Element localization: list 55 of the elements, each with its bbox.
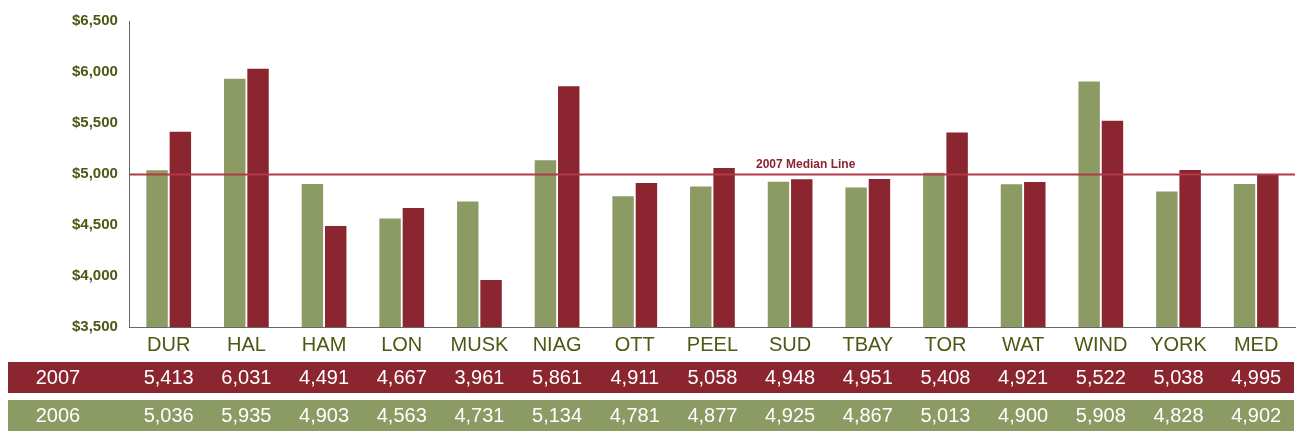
data-label: 5,908 <box>1075 403 1126 426</box>
data-label: 5,038 <box>1153 365 1204 388</box>
data-label: 5,522 <box>1075 365 1126 388</box>
x-tick-label: YORK <box>1150 332 1208 355</box>
data-label: 5,861 <box>532 365 583 388</box>
x-tick-label: PEEL <box>686 332 739 355</box>
text: 2006 <box>35 403 81 426</box>
x-tick-label: OTT <box>614 332 655 355</box>
data-label: 5,413 <box>143 365 194 388</box>
data-label: 4,867 <box>842 403 893 426</box>
data-label: 4,781 <box>609 403 660 426</box>
x-tick-label: SUD <box>769 332 812 355</box>
data-label: 5,408 <box>920 365 971 388</box>
data-label: 4,925 <box>765 403 816 426</box>
x-tick-label: HAL <box>226 332 266 355</box>
x-tick-label: MUSK <box>450 332 509 355</box>
data-label: 3,961 <box>454 365 505 388</box>
ref-line-label: 2007 Median Line <box>755 156 856 171</box>
y-tick-label: $6,000 <box>71 62 118 80</box>
x-tick-label: DUR <box>147 332 191 355</box>
x-tick-label: WIND <box>1074 332 1128 355</box>
data-label: 4,903 <box>299 403 350 426</box>
data-label: 5,013 <box>920 403 971 426</box>
data-label: 4,921 <box>998 365 1049 388</box>
y-tick-label: $5,000 <box>71 164 118 182</box>
x-tick-label: WAT <box>1002 332 1045 355</box>
x-tick-label: MED <box>1233 332 1279 355</box>
x-tick-label: LON <box>381 332 423 355</box>
data-label: 5,935 <box>221 403 272 426</box>
data-label: 4,900 <box>998 403 1049 426</box>
data-label: 6,031 <box>221 365 272 388</box>
y-tick-label: $4,000 <box>71 266 118 284</box>
data-label: 4,951 <box>842 365 893 388</box>
y-tick-label: $6,500 <box>71 11 118 29</box>
x-tick-label: TOR <box>924 332 967 355</box>
data-label: 4,563 <box>376 403 427 426</box>
data-label: 4,828 <box>1153 403 1204 426</box>
data-label: 4,731 <box>454 403 505 426</box>
y-tick-label: $5,500 <box>71 113 118 131</box>
data-label: 4,877 <box>687 403 738 426</box>
x-tick-label: TBAY <box>842 332 894 355</box>
data-label: 5,134 <box>532 403 583 426</box>
text: 2007 <box>35 365 81 388</box>
data-label: 4,667 <box>376 365 427 388</box>
data-label: 5,058 <box>687 365 738 388</box>
data-label: 4,491 <box>299 365 350 388</box>
x-tick-label: NIAG <box>532 332 582 355</box>
data-label: 4,995 <box>1231 365 1282 388</box>
data-label: 5,036 <box>143 403 194 426</box>
data-label: 4,902 <box>1231 403 1282 426</box>
x-tick-label: HAM <box>301 332 347 355</box>
data-label: 4,948 <box>765 365 816 388</box>
y-tick-label: $3,500 <box>71 317 118 335</box>
y-tick-label: $4,500 <box>71 215 118 233</box>
data-label: 4,911 <box>610 365 660 388</box>
